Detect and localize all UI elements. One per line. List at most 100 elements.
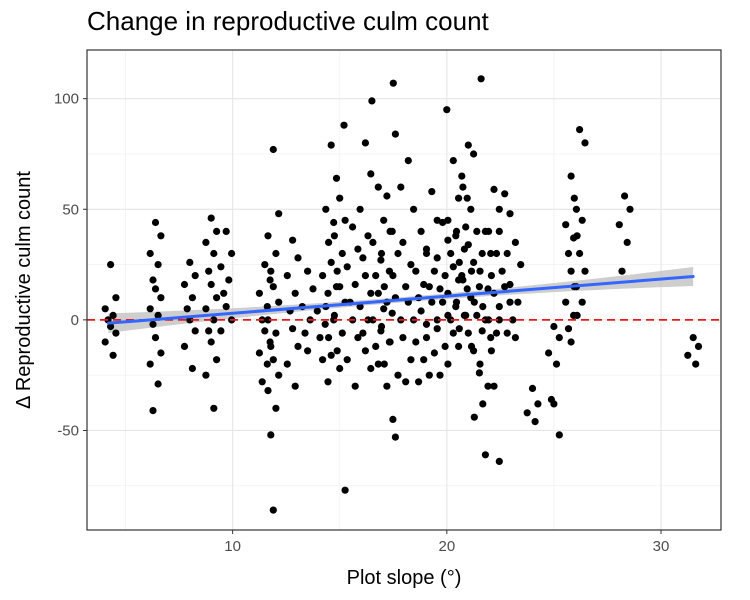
data-point xyxy=(428,298,436,306)
data-point xyxy=(269,356,277,364)
data-point xyxy=(481,451,489,459)
data-point xyxy=(484,382,492,390)
data-point xyxy=(430,349,438,357)
data-point xyxy=(391,130,399,138)
data-point xyxy=(433,216,441,224)
data-point xyxy=(213,227,221,235)
data-point xyxy=(205,327,213,335)
data-point xyxy=(269,145,277,154)
data-point xyxy=(447,316,455,324)
data-point xyxy=(351,382,359,390)
data-point xyxy=(107,322,115,331)
data-point xyxy=(441,342,449,350)
data-point xyxy=(428,188,436,196)
data-point xyxy=(389,79,397,87)
data-point xyxy=(264,387,272,395)
data-point xyxy=(207,280,215,289)
data-point xyxy=(495,303,503,311)
x-tick-label: 20 xyxy=(438,538,455,555)
data-point xyxy=(336,283,344,291)
data-point xyxy=(112,294,120,302)
data-point xyxy=(263,303,271,311)
data-point xyxy=(487,334,495,342)
data-point xyxy=(422,245,431,253)
data-point xyxy=(316,334,324,342)
data-point xyxy=(377,322,386,331)
data-point xyxy=(503,329,511,337)
data-point xyxy=(149,276,157,284)
data-point xyxy=(447,249,455,258)
data-point xyxy=(364,232,372,240)
data-point xyxy=(205,267,213,275)
data-point xyxy=(463,194,471,202)
data-point xyxy=(380,360,388,368)
data-point xyxy=(269,506,277,514)
data-point xyxy=(470,150,478,158)
data-point xyxy=(506,280,514,289)
data-point xyxy=(324,378,332,386)
data-point xyxy=(101,338,109,346)
data-point xyxy=(109,351,117,359)
data-point xyxy=(528,384,537,392)
data-point xyxy=(112,329,120,337)
data-point xyxy=(459,276,467,284)
data-point xyxy=(410,205,418,213)
data-point xyxy=(222,303,230,311)
data-point xyxy=(534,400,542,408)
data-point xyxy=(397,183,405,191)
data-point xyxy=(430,267,438,275)
data-point xyxy=(404,157,412,165)
data-point xyxy=(399,238,407,246)
data-point xyxy=(495,227,503,235)
data-point xyxy=(443,106,451,114)
data-point xyxy=(191,272,199,280)
data-point xyxy=(389,272,397,280)
data-point xyxy=(146,360,154,368)
data-point xyxy=(459,183,467,191)
data-point xyxy=(386,227,394,235)
data-point xyxy=(283,272,291,280)
data-point xyxy=(570,194,578,202)
data-points xyxy=(101,75,703,514)
data-point xyxy=(267,342,275,350)
data-point xyxy=(188,364,196,373)
data-point xyxy=(333,267,341,275)
data-point xyxy=(263,360,271,368)
data-point xyxy=(338,329,346,337)
data-point xyxy=(402,283,410,291)
data-point xyxy=(475,369,483,377)
data-point xyxy=(157,232,165,240)
data-point xyxy=(487,249,495,258)
data-point xyxy=(349,223,357,231)
data-point xyxy=(149,407,157,415)
data-point xyxy=(444,236,452,244)
data-point xyxy=(319,272,327,280)
data-point xyxy=(509,316,517,324)
x-axis-title: Plot slope (°) xyxy=(347,567,462,589)
data-point xyxy=(473,311,481,319)
data-point xyxy=(495,457,503,465)
data-point xyxy=(327,351,335,359)
data-point xyxy=(180,342,189,350)
data-point xyxy=(417,227,425,235)
data-point xyxy=(154,261,162,269)
data-point xyxy=(422,320,431,328)
data-point xyxy=(330,218,338,227)
data-point xyxy=(407,356,415,364)
data-point xyxy=(425,283,433,291)
data-point xyxy=(567,338,575,346)
data-point xyxy=(322,205,330,213)
data-point xyxy=(389,415,397,423)
data-point xyxy=(359,254,367,262)
data-point xyxy=(361,347,369,355)
data-point xyxy=(283,360,291,368)
data-point xyxy=(217,263,225,271)
data-point xyxy=(377,256,385,264)
data-point xyxy=(470,413,478,421)
data-point xyxy=(576,126,584,134)
data-point xyxy=(487,347,495,355)
chart-title: Change in reproductive culm count xyxy=(87,6,489,36)
data-point xyxy=(479,303,487,311)
data-point xyxy=(289,325,297,333)
data-point xyxy=(422,334,431,342)
